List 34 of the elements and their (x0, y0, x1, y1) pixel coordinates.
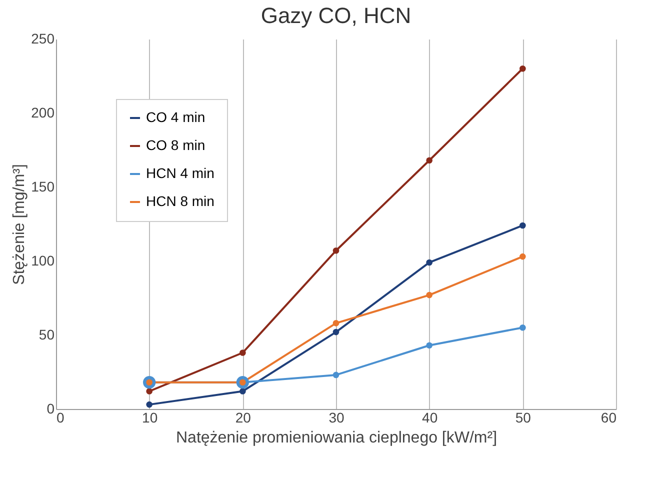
y-tick-label: 150 (31, 178, 55, 194)
point (426, 259, 432, 266)
point (240, 350, 246, 356)
point (426, 342, 432, 349)
y-tick-label: 200 (31, 104, 55, 120)
y-tick-label: 250 (31, 30, 55, 46)
legend-label: CO 8 min (146, 137, 206, 153)
point (240, 388, 246, 394)
x-tick-label: 20 (235, 410, 252, 426)
point (146, 388, 152, 394)
x-tick-label: 10 (142, 410, 158, 426)
point (520, 222, 526, 229)
legend-label: HCN 8 min (146, 193, 214, 209)
legend-label: HCN 4 min (146, 165, 214, 181)
x-tick-label: 40 (422, 410, 438, 426)
point (332, 328, 340, 336)
y-tick-label: 100 (31, 252, 55, 268)
x-axis-title: Natężenie promieniowania cieplnego [kW/m²] (176, 430, 498, 446)
chart-title: Gazy CO, HCN (260, 3, 412, 28)
y-axis-title: Stężenie [mg/m³] (11, 164, 28, 285)
point (426, 157, 432, 164)
x-tick-label: 60 (600, 410, 617, 426)
legend-label: CO 4 min (146, 109, 206, 125)
point (520, 253, 526, 260)
point (332, 372, 340, 378)
y-tick-label: 50 (38, 326, 55, 342)
point (426, 292, 432, 298)
x-tick-label: 50 (515, 410, 532, 426)
point (520, 65, 526, 72)
point (520, 324, 526, 331)
point (146, 401, 152, 408)
point (332, 320, 340, 326)
point (332, 247, 340, 254)
x-tick-label: 30 (328, 410, 344, 426)
